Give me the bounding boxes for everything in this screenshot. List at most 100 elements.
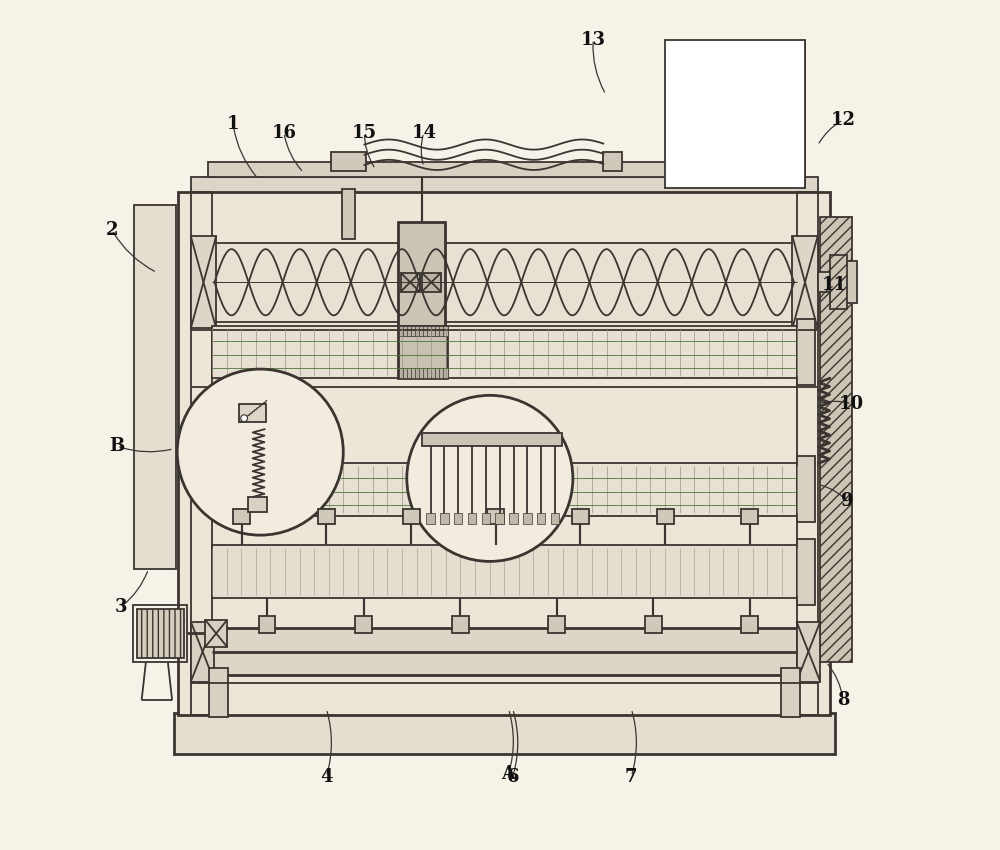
Bar [523,513,532,524]
Bar [487,509,504,524]
Circle shape [241,415,248,422]
Bar [741,616,758,633]
Text: 14: 14 [411,124,436,142]
Bar [259,616,275,633]
Bar [134,205,176,569]
Circle shape [177,369,343,536]
Bar [797,192,818,715]
Bar [435,326,440,336]
Text: 9: 9 [841,492,854,510]
Bar [845,261,857,303]
Bar [452,616,469,633]
Bar [781,668,800,717]
Bar [422,433,562,446]
Text: 7: 7 [625,768,638,785]
Bar [422,273,441,292]
Text: A: A [501,765,515,783]
Text: 6: 6 [506,768,519,785]
Bar [137,609,184,658]
Bar [741,509,758,524]
Bar [482,513,490,524]
Bar [509,513,518,524]
Bar [407,326,412,336]
Text: 3: 3 [114,598,127,616]
Bar [233,509,250,524]
Bar [830,255,847,309]
Bar [399,368,404,378]
Bar [331,152,366,171]
Text: 1: 1 [227,116,239,133]
Bar [212,628,797,675]
Bar [407,368,412,378]
Bar [355,616,372,633]
Bar [398,326,447,378]
Bar [603,152,622,171]
Text: 12: 12 [831,111,856,129]
Bar [431,368,436,378]
Bar [657,509,674,524]
Bar [401,273,420,292]
Bar [239,404,266,422]
Bar [792,236,818,328]
Bar [209,668,228,717]
Bar [178,192,830,715]
Bar [212,463,797,516]
Bar [399,326,404,336]
Bar [248,497,267,513]
Text: 13: 13 [581,31,606,48]
Bar [419,326,424,336]
Bar [415,326,420,336]
Bar [423,368,428,378]
Bar [403,509,420,524]
Bar [212,546,797,598]
Bar [440,513,449,524]
Bar [797,319,815,385]
Bar [403,368,408,378]
Text: 8: 8 [837,691,849,710]
Bar [797,456,815,523]
Bar [411,326,416,336]
Text: 15: 15 [352,124,377,142]
Text: B: B [109,437,125,456]
Bar [342,190,355,239]
Bar [818,272,845,292]
Bar [443,368,448,378]
Text: 11: 11 [822,276,847,294]
Bar [435,368,440,378]
Bar [495,513,504,524]
Bar [443,326,448,336]
Text: 2: 2 [106,221,118,239]
Bar [212,326,797,378]
Bar [454,513,462,524]
Bar [208,162,801,177]
Bar [431,326,436,336]
Bar [468,513,476,524]
Bar [551,513,559,524]
Bar [426,513,435,524]
Bar [419,368,424,378]
Text: 16: 16 [271,124,296,142]
Bar [427,368,432,378]
Bar [411,368,416,378]
Circle shape [407,395,573,561]
Bar [797,621,820,682]
Bar [572,509,589,524]
Bar [427,326,432,336]
Text: 10: 10 [839,394,864,413]
Bar [191,621,214,682]
Bar [191,177,818,192]
Bar [398,222,445,347]
Bar [665,39,805,188]
Bar [318,509,335,524]
Bar [537,513,545,524]
Bar [415,368,420,378]
Bar [133,604,187,662]
Bar [820,218,852,662]
Bar [645,616,662,633]
Bar [439,368,444,378]
Bar [191,192,212,715]
Bar [174,713,835,754]
Bar [191,236,216,328]
Bar [205,620,227,647]
Bar [423,326,428,336]
